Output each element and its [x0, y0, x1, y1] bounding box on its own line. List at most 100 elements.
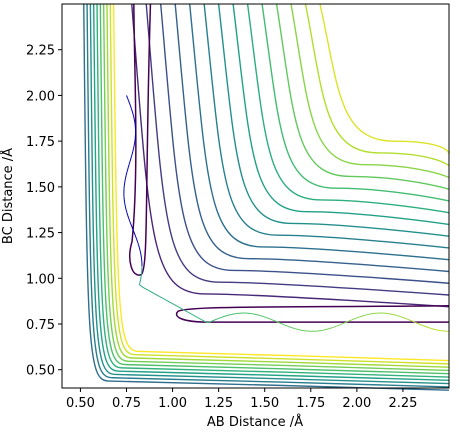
y-tick-label: 1.75 — [26, 135, 55, 150]
contour-line — [106, 3, 450, 368]
y-tick-label: 1.50 — [26, 181, 55, 196]
trajectory-segment — [336, 324, 341, 327]
trajectory-segment — [231, 313, 236, 315]
trajectory-segment — [228, 313, 233, 316]
trajectory-segment — [366, 313, 371, 316]
x-tick-label: 1.75 — [296, 396, 325, 411]
contour-line — [261, 3, 450, 202]
contour-line — [160, 3, 450, 284]
plot-frame — [61, 3, 450, 389]
x-tick-label: 2.00 — [342, 396, 371, 411]
contour-line — [290, 3, 450, 179]
contour-line — [96, 3, 450, 378]
contour-line — [174, 3, 450, 273]
contour-line — [112, 3, 450, 362]
trajectory-segment — [295, 328, 300, 331]
contour-line — [232, 3, 450, 226]
trajectory-segment — [148, 290, 152, 293]
trajectory-segment — [355, 316, 360, 319]
contour-line — [129, 3, 152, 276]
trajectory-segment — [125, 172, 128, 176]
trajectory-segment — [125, 207, 127, 211]
trajectory-segment — [128, 161, 131, 165]
trajectory-segment — [407, 318, 412, 322]
trajectory-segment — [136, 239, 139, 243]
trajectory-segment — [128, 100, 131, 104]
trajectory-segment — [159, 296, 163, 299]
trajectory-segment — [392, 313, 397, 316]
trajectory-segment — [200, 318, 205, 322]
contour-line — [319, 3, 450, 155]
trajectory-segment — [130, 108, 133, 112]
trajectory-segment — [329, 326, 334, 330]
trajectory-segment — [131, 225, 134, 229]
contour-line — [188, 3, 450, 261]
trajectory-segment — [132, 113, 135, 117]
trajectory-segment — [181, 308, 185, 311]
contour-line — [275, 3, 450, 190]
trajectory-segment — [173, 303, 177, 307]
trajectory-segment — [400, 316, 405, 319]
trajectory-segment — [124, 204, 127, 208]
trajectory-segment — [162, 297, 166, 301]
trajectory-segment — [138, 247, 141, 251]
trajectory-segment — [220, 315, 225, 319]
trajectory-segment — [132, 148, 134, 152]
trajectory-segment — [280, 322, 285, 326]
trajectory-segment — [129, 103, 132, 107]
trajectory-segment — [257, 314, 262, 317]
trajectory-segment — [284, 324, 289, 327]
trajectory-segment — [138, 281, 141, 285]
trajectory-segment — [325, 328, 330, 331]
contour-line — [145, 3, 450, 296]
trajectory-segment — [138, 244, 140, 248]
trajectory-segment — [332, 325, 337, 328]
y-tick-label: 0.50 — [26, 364, 55, 379]
trajectory-segment — [370, 312, 375, 315]
trajectory-segment — [153, 293, 158, 296]
trajectory-segment — [340, 322, 345, 326]
trajectory-segment — [126, 169, 128, 173]
trajectory-segment — [216, 317, 221, 320]
trajectory-segment — [132, 145, 135, 149]
trajectory-segment — [140, 252, 142, 256]
trajectory-segment — [126, 212, 129, 216]
trajectory-segment — [139, 284, 144, 288]
trajectory-segment — [128, 217, 131, 221]
trajectory-segment — [430, 327, 435, 330]
trajectory-segment — [250, 312, 255, 315]
contour-line — [86, 3, 450, 388]
y-tick-label: 2.25 — [26, 44, 55, 59]
trajectory-segment — [167, 300, 171, 304]
trajectory-segment — [261, 315, 266, 318]
trajectory-segment — [422, 325, 427, 328]
contour-line — [217, 3, 450, 237]
trajectory-segment — [389, 313, 393, 315]
trajectory-segment — [124, 178, 127, 181]
trajectory-segment — [317, 329, 322, 332]
trajectory-segment — [142, 286, 147, 290]
trajectory-segment — [299, 329, 304, 332]
trajectory-segment — [132, 228, 135, 232]
trajectory-segment — [209, 320, 214, 323]
trajectory-segment — [127, 167, 129, 171]
trajectory-line — [123, 95, 450, 332]
trajectory-segment — [362, 314, 367, 317]
trajectory-segment — [347, 319, 352, 322]
trajectory-segment — [137, 241, 139, 245]
trajectory-segment — [224, 314, 229, 317]
contour-line — [89, 3, 450, 385]
trajectory-segment — [203, 320, 207, 323]
trajectory-segment — [396, 314, 401, 318]
trajectory-segment — [272, 319, 277, 323]
trajectory-segment — [139, 249, 142, 253]
trajectory-segment — [176, 305, 180, 308]
trajectory-segment — [198, 317, 202, 320]
trajectory-segment — [133, 231, 136, 235]
trajectory-segment — [135, 236, 138, 240]
trajectory-segment — [130, 153, 133, 157]
trajectory-segment — [192, 314, 196, 317]
trajectory-segment — [418, 323, 423, 326]
trajectory-segment — [426, 326, 431, 329]
